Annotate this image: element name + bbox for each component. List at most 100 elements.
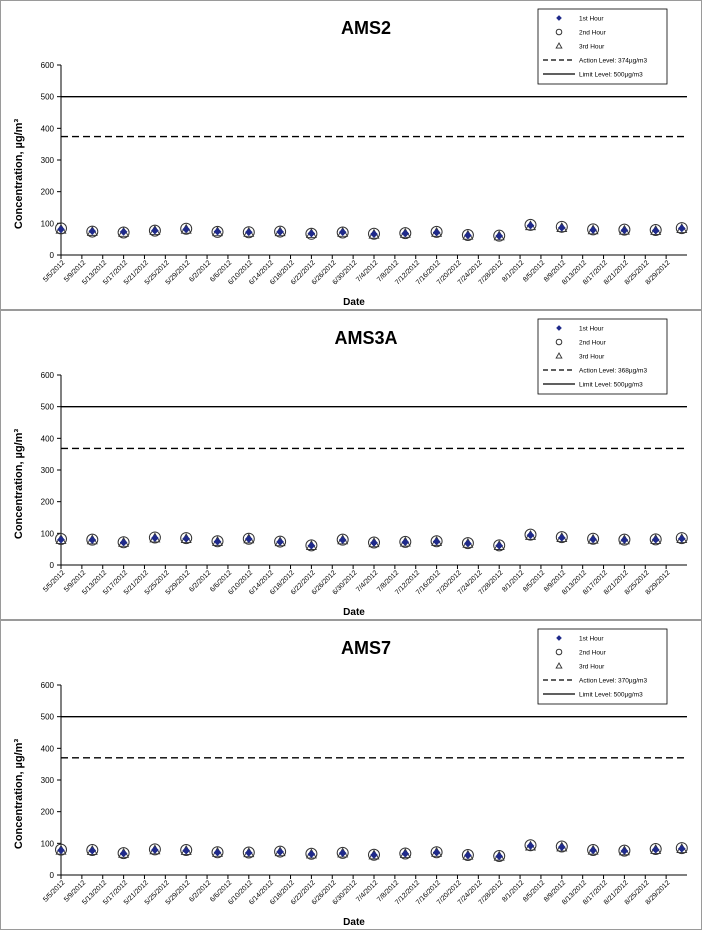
y-tick-label: 600	[41, 681, 55, 690]
legend-label: Limit Level: 500µg/m3	[579, 692, 643, 699]
data-point	[211, 535, 224, 548]
legend-marker-triangle	[555, 352, 563, 359]
y-tick-label: 100	[41, 529, 55, 538]
y-tick-label: 300	[41, 466, 55, 475]
legend-label: Limit Level: 500µg/m3	[579, 382, 643, 389]
legend-label: 1st Hour	[579, 326, 604, 333]
chart-title: AMS2	[341, 18, 391, 38]
y-axis-label: Concentration, µg/m³	[13, 119, 25, 230]
x-tick-label: 6/2/2012	[188, 569, 212, 593]
data-point	[117, 226, 130, 239]
data-point	[618, 844, 631, 857]
data-point	[213, 227, 222, 236]
x-tick-label: 8/5/2012	[522, 879, 546, 903]
legend-label: Action Level: 370µg/m3	[579, 678, 647, 685]
x-tick-label: 8/1/2012	[501, 259, 525, 283]
data-point	[307, 229, 316, 238]
series-circle	[55, 839, 688, 862]
data-point	[432, 848, 441, 857]
data-point	[213, 537, 222, 546]
data-point	[119, 538, 128, 547]
data-point	[557, 223, 566, 232]
data-point	[180, 222, 193, 235]
x-tick-label: 8/5/2012	[522, 569, 546, 593]
legend-label: Limit Level: 500µg/m3	[579, 72, 643, 79]
data-point	[213, 848, 222, 857]
data-point	[338, 228, 347, 237]
legend: 1st Hour 2nd Hour 3rd Hour Action Level: 36…	[537, 318, 668, 395]
legend-label: 1st Hour	[579, 636, 604, 643]
x-tick-label: 6/2/2012	[188, 259, 212, 283]
data-point	[675, 222, 688, 235]
data-point	[274, 535, 287, 548]
data-point	[463, 851, 472, 860]
legend-label: 2nd Hour	[579, 340, 607, 347]
legend-label: 2nd Hour	[579, 650, 607, 657]
data-point	[88, 536, 97, 544]
data-point	[555, 220, 568, 233]
data-point	[526, 221, 535, 230]
data-point	[401, 849, 410, 858]
data-point	[305, 227, 318, 240]
data-point	[274, 845, 287, 858]
data-point	[430, 535, 443, 548]
data-point	[430, 225, 443, 238]
data-point	[432, 228, 441, 237]
legend-marker-diamond	[556, 325, 562, 331]
data-point	[55, 843, 67, 856]
data-point	[86, 533, 99, 546]
x-tick-label: 5/5/2012	[42, 259, 66, 283]
series-diamond	[57, 841, 686, 861]
data-point	[88, 227, 97, 236]
x-tick-label: 7/4/2012	[355, 879, 379, 903]
data-point	[526, 531, 535, 540]
data-point	[401, 229, 410, 238]
data-point	[119, 849, 128, 858]
x-tick-label: 7/4/2012	[355, 259, 379, 283]
data-point	[244, 848, 253, 857]
legend-label: 3rd Hour	[579, 44, 605, 51]
data-point	[649, 533, 662, 546]
data-point	[620, 536, 629, 544]
y-tick-label: 500	[41, 403, 55, 412]
data-point	[463, 231, 472, 240]
data-point	[461, 537, 474, 550]
y-tick-label: 600	[41, 371, 55, 380]
data-point	[211, 225, 224, 238]
data-point	[649, 223, 662, 236]
y-tick-label: 600	[41, 61, 55, 70]
data-point	[336, 226, 349, 239]
data-point	[276, 227, 285, 236]
y-tick-label: 200	[41, 498, 55, 507]
data-point	[150, 534, 159, 543]
data-point	[493, 539, 506, 552]
legend-label: 2nd Hour	[579, 30, 607, 37]
data-point	[117, 847, 130, 860]
data-point	[276, 537, 285, 546]
data-point	[555, 840, 568, 853]
data-point	[432, 537, 441, 546]
data-point	[150, 846, 159, 854]
legend-box	[537, 628, 668, 705]
legend-label: 3rd Hour	[579, 354, 605, 361]
y-axis-label: Concentration, µg/m³	[13, 739, 25, 850]
data-point	[274, 225, 287, 238]
data-point	[651, 535, 660, 544]
data-point	[618, 533, 631, 546]
y-tick-label: 100	[41, 839, 55, 848]
x-tick-label: 7/4/2012	[355, 569, 379, 593]
data-point	[370, 230, 378, 239]
data-point	[555, 531, 568, 544]
data-point	[651, 226, 660, 235]
data-point	[307, 850, 316, 859]
data-point	[305, 539, 318, 552]
legend-marker-circle	[555, 648, 563, 656]
data-point	[677, 844, 686, 853]
data-point	[589, 846, 598, 855]
x-tick-label: 8/5/2012	[522, 259, 546, 283]
series-circle	[55, 528, 688, 552]
data-point	[148, 531, 161, 544]
data-point	[180, 532, 193, 545]
data-point	[526, 841, 535, 850]
